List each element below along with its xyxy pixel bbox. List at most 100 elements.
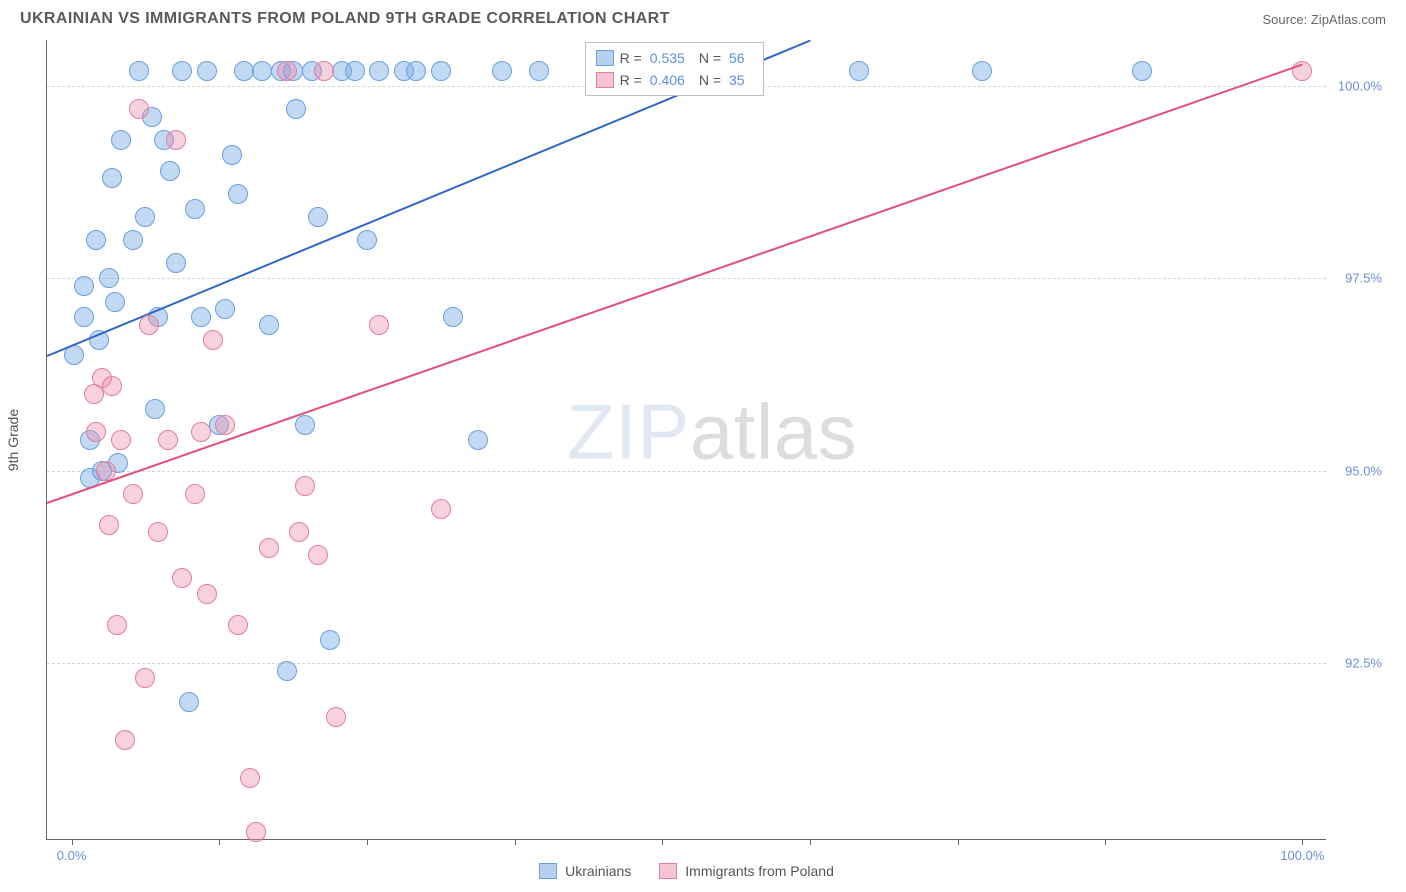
- source-link[interactable]: ZipAtlas.com: [1311, 12, 1386, 27]
- data-point: [308, 545, 328, 565]
- data-point: [148, 522, 168, 542]
- data-point: [158, 430, 178, 450]
- data-point: [308, 207, 328, 227]
- data-point: [179, 692, 199, 712]
- chart-title: UKRAINIAN VS IMMIGRANTS FROM POLAND 9TH …: [20, 10, 670, 28]
- data-point: [203, 330, 223, 350]
- legend-item: Ukrainians: [539, 863, 631, 879]
- data-point: [115, 730, 135, 750]
- data-point: [215, 299, 235, 319]
- data-point: [166, 130, 186, 150]
- data-point: [295, 415, 315, 435]
- data-point: [102, 376, 122, 396]
- r-value: 0.535: [650, 47, 685, 69]
- data-point: [139, 315, 159, 335]
- data-point: [107, 615, 127, 635]
- data-point: [129, 61, 149, 81]
- data-point: [135, 207, 155, 227]
- legend-swatch: [596, 72, 614, 88]
- data-point: [289, 522, 309, 542]
- data-point: [222, 145, 242, 165]
- data-point: [849, 61, 869, 81]
- data-point: [320, 630, 340, 650]
- data-point: [277, 661, 297, 681]
- data-point: [105, 292, 125, 312]
- x-tick: [958, 839, 959, 845]
- watermark-zip: ZIP: [567, 387, 690, 475]
- data-point: [431, 499, 451, 519]
- data-point: [102, 168, 122, 188]
- data-point: [295, 476, 315, 496]
- watermark-atlas: atlas: [690, 387, 857, 475]
- data-point: [252, 61, 272, 81]
- data-point: [191, 422, 211, 442]
- data-point: [191, 307, 211, 327]
- legend-bottom: Ukrainians Immigrants from Poland: [47, 863, 1326, 879]
- gridline: [47, 663, 1326, 664]
- trend-line: [47, 63, 1303, 503]
- x-tick: [810, 839, 811, 845]
- y-tick-label: 97.5%: [1345, 271, 1382, 286]
- data-point: [406, 61, 426, 81]
- data-point: [145, 399, 165, 419]
- x-tick: [367, 839, 368, 845]
- x-tick-label-right: 100.0%: [1280, 848, 1324, 863]
- data-point: [185, 199, 205, 219]
- chart-container: 9th Grade ZIPatlas 92.5%95.0%97.5%100.0%…: [46, 40, 1386, 840]
- x-tick: [1302, 839, 1303, 845]
- data-point: [529, 61, 549, 81]
- data-point: [259, 538, 279, 558]
- x-tick: [1105, 839, 1106, 845]
- gridline: [47, 471, 1326, 472]
- data-point: [86, 422, 106, 442]
- data-point: [277, 61, 297, 81]
- data-point: [99, 515, 119, 535]
- n-label: N =: [699, 47, 721, 69]
- x-tick-label-left: 0.0%: [57, 848, 87, 863]
- data-point: [286, 99, 306, 119]
- y-axis-title: 9th Grade: [5, 408, 21, 470]
- data-point: [99, 268, 119, 288]
- data-point: [197, 61, 217, 81]
- legend-label: Ukrainians: [565, 863, 631, 879]
- legend-swatch: [539, 863, 557, 879]
- data-point: [468, 430, 488, 450]
- data-point: [197, 584, 217, 604]
- data-point: [369, 61, 389, 81]
- legend-item: Immigrants from Poland: [659, 863, 834, 879]
- n-label: N =: [699, 69, 721, 91]
- data-point: [259, 315, 279, 335]
- data-point: [326, 707, 346, 727]
- r-value: 0.406: [650, 69, 685, 91]
- r-label: R =: [620, 69, 642, 91]
- data-point: [172, 568, 192, 588]
- y-tick-label: 92.5%: [1345, 656, 1382, 671]
- data-point: [123, 484, 143, 504]
- data-point: [246, 822, 266, 842]
- data-point: [185, 484, 205, 504]
- data-point: [314, 61, 334, 81]
- legend-label: Immigrants from Poland: [685, 863, 834, 879]
- data-point: [74, 307, 94, 327]
- legend-stats-row: R =0.535N =56: [596, 47, 753, 69]
- data-point: [86, 230, 106, 250]
- legend-stats: R =0.535N =56R =0.406N =35: [585, 42, 764, 96]
- legend-swatch: [659, 863, 677, 879]
- data-point: [129, 99, 149, 119]
- source-label: Source: ZipAtlas.com: [1262, 12, 1386, 27]
- data-point: [492, 61, 512, 81]
- data-point: [234, 61, 254, 81]
- x-tick: [219, 839, 220, 845]
- data-point: [135, 668, 155, 688]
- data-point: [111, 130, 131, 150]
- x-tick: [515, 839, 516, 845]
- x-tick: [72, 839, 73, 845]
- legend-stats-row: R =0.406N =35: [596, 69, 753, 91]
- y-tick-label: 95.0%: [1345, 463, 1382, 478]
- data-point: [111, 430, 131, 450]
- data-point: [369, 315, 389, 335]
- data-point: [228, 184, 248, 204]
- y-tick-label: 100.0%: [1338, 79, 1382, 94]
- source-prefix: Source:: [1262, 12, 1310, 27]
- data-point: [160, 161, 180, 181]
